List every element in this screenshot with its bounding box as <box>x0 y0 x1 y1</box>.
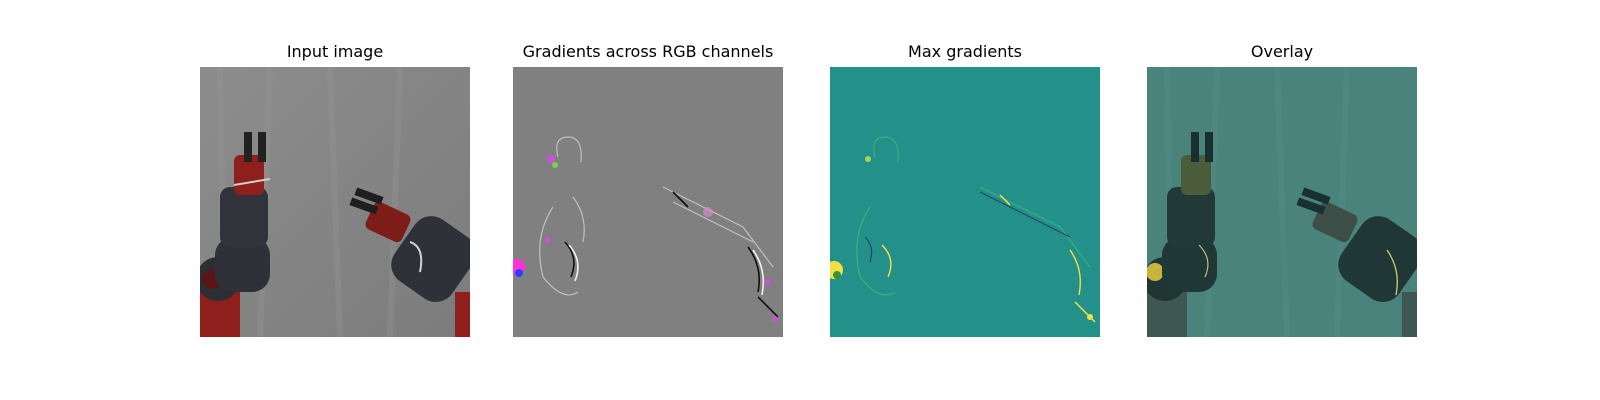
panel-rgb-gradients: Gradients across RGB channels <box>513 0 783 400</box>
panel-title: Max gradients <box>908 42 1022 61</box>
rgb-gradient-map <box>513 67 783 337</box>
panel-title: Input image <box>286 42 384 61</box>
panel-title: Overlay <box>1250 42 1314 61</box>
input-image <box>200 67 470 337</box>
panel-input-image: Input image <box>200 0 470 400</box>
gradient-overlay <box>1147 67 1417 337</box>
panel-title: Gradients across RGB channels <box>522 42 774 61</box>
panel-max-gradients: Max gradients <box>830 0 1100 400</box>
max-gradient-map <box>830 67 1100 337</box>
panel-overlay: Overlay <box>1147 0 1417 400</box>
